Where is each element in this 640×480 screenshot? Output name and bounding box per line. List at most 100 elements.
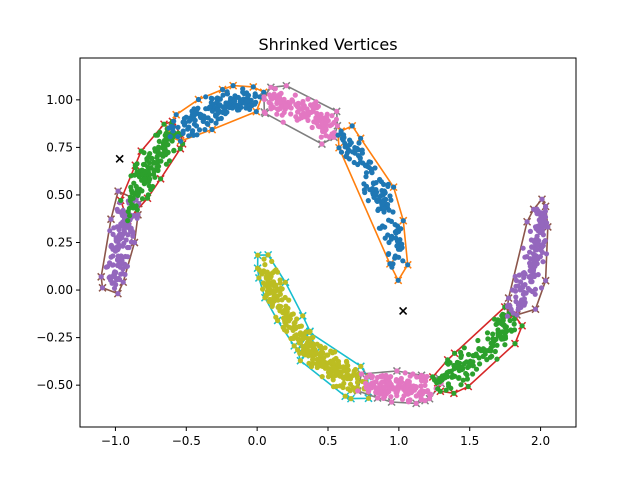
x-tick-label: −1.0 (101, 434, 130, 448)
lower-cluster-point (292, 324, 298, 330)
upper-cluster-point (146, 178, 152, 185)
lower-cluster-point (282, 279, 288, 285)
lower-cluster-point (494, 356, 500, 362)
x-tick-label: 1.5 (460, 434, 479, 448)
lower-cluster-point (511, 327, 518, 333)
lower-cluster-point (282, 317, 288, 323)
lower-cluster-point (342, 368, 348, 374)
upper-cluster-point (400, 258, 406, 264)
lower-cluster-point (270, 279, 277, 285)
upper-cluster-point (280, 119, 286, 125)
upper-cluster-point (309, 124, 315, 131)
lower-cluster-point (341, 375, 347, 382)
lower-cluster-point (352, 366, 359, 373)
lower-cluster-point (416, 391, 422, 397)
upper-cluster-point (293, 114, 299, 120)
upper-cluster-point (327, 134, 333, 140)
lower-cluster-point (270, 296, 277, 302)
upper-cluster-point (386, 217, 392, 223)
upper-cluster-point (118, 223, 124, 229)
upper-cluster-point (175, 124, 181, 130)
lower-cluster-point (489, 341, 495, 347)
upper-cluster-point (220, 92, 226, 98)
lower-cluster-point (543, 278, 549, 284)
upper-cluster-point (381, 206, 387, 212)
upper-cluster-point (171, 148, 177, 154)
lower-cluster-point (301, 351, 307, 357)
x-tick-label: 2.0 (531, 434, 550, 448)
lower-cluster-point (404, 388, 410, 394)
lower-cluster-point (540, 213, 546, 219)
lower-cluster-point (539, 196, 545, 202)
upper-cluster-point (394, 243, 400, 249)
upper-cluster-point (349, 123, 355, 129)
upper-cluster-point (135, 212, 141, 218)
upper-cluster-point (359, 148, 365, 154)
upper-cluster-point (327, 123, 333, 129)
upper-cluster-point (107, 274, 113, 280)
lower-cluster-point (306, 329, 312, 335)
upper-cluster-point (120, 279, 126, 285)
lower-cluster-point (456, 375, 462, 381)
lower-cluster-point (355, 388, 361, 394)
upper-cluster-point (343, 153, 349, 159)
lower-cluster-point (355, 376, 361, 382)
upper-cluster-point (276, 99, 282, 105)
lower-cluster-point (473, 366, 480, 372)
upper-cluster-point (381, 181, 387, 187)
lower-cluster-point (259, 271, 265, 277)
lower-cluster-point (512, 288, 519, 294)
lower-cluster-point (296, 340, 302, 346)
upper-cluster-point (139, 196, 146, 202)
lower-cluster-point (502, 342, 508, 348)
x-tick-label: −0.5 (172, 434, 201, 448)
lower-cluster-point (520, 245, 526, 251)
lower-cluster-point (413, 400, 419, 406)
lower-cluster-point (490, 331, 496, 337)
upper-cluster-point (122, 264, 128, 270)
upper-cluster-point (390, 209, 396, 215)
lower-cluster-point (524, 219, 530, 225)
upper-cluster-point (200, 118, 206, 124)
upper-cluster-point (341, 132, 347, 138)
lower-cluster-point (470, 371, 476, 377)
lower-cluster-point (363, 380, 369, 387)
lower-cluster-point (540, 259, 546, 265)
upper-cluster-point (148, 186, 154, 193)
upper-cluster-point (318, 134, 324, 140)
lower-cluster-point (458, 382, 464, 388)
upper-cluster-point (385, 183, 391, 189)
lower-cluster-point (421, 373, 427, 380)
upper-cluster-point (120, 207, 126, 213)
lower-cluster-point (427, 396, 433, 402)
upper-cluster-point (187, 115, 193, 121)
upper-cluster-point (115, 291, 121, 297)
lower-cluster-point (405, 397, 411, 404)
upper-cluster-point (295, 109, 301, 115)
upper-cluster-point (333, 116, 339, 122)
lower-cluster-point (470, 359, 476, 365)
lower-cluster-point (369, 375, 375, 381)
lower-cluster-point (513, 283, 519, 289)
upper-cluster-point (142, 169, 148, 175)
lower-cluster-point (273, 314, 279, 320)
upper-cluster-point (392, 222, 398, 228)
upper-cluster-point (395, 277, 401, 283)
upper-cluster-point (335, 132, 341, 138)
lower-cluster-point (328, 348, 334, 354)
upper-cluster-point (271, 91, 277, 97)
lower-cluster-point (527, 228, 534, 234)
upper-cluster-point (377, 176, 383, 183)
upper-cluster-point (115, 188, 121, 194)
lower-cluster-point (292, 319, 298, 326)
upper-cluster-point (397, 246, 403, 252)
lower-cluster-point (482, 351, 488, 357)
upper-cluster-point (127, 213, 133, 219)
upper-cluster-point (130, 205, 136, 211)
lower-cluster-point (535, 223, 541, 230)
lower-cluster-point (319, 345, 325, 351)
lower-cluster-point (358, 371, 364, 377)
upper-cluster-point (150, 160, 157, 166)
lower-cluster-point (542, 208, 549, 214)
